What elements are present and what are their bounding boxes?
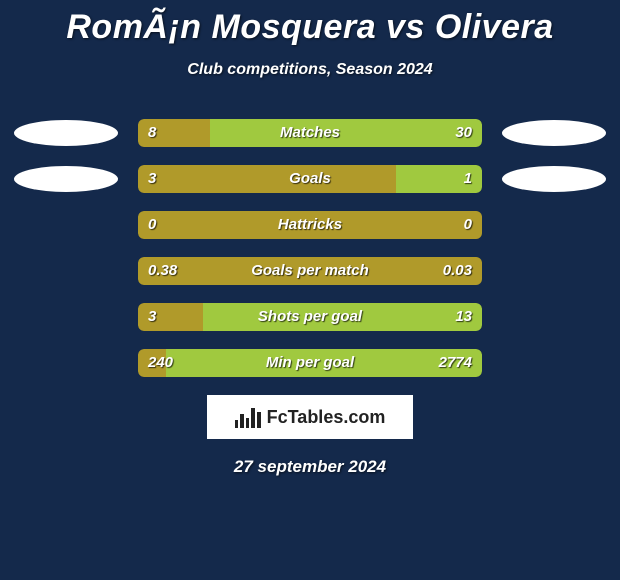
player-avatar-left <box>12 166 120 192</box>
stat-label: Min per goal <box>138 349 482 377</box>
page-title: RomÃ¡n Mosquera vs Olivera <box>0 0 620 47</box>
stat-bar: 2402774Min per goal <box>138 349 482 377</box>
spacer <box>12 212 120 238</box>
stat-label: Goals per match <box>138 257 482 285</box>
spacer <box>12 350 120 376</box>
spacer <box>12 304 120 330</box>
bar-chart-icon <box>235 406 261 428</box>
stat-bar: 830Matches <box>138 119 482 147</box>
stat-bar: 313Shots per goal <box>138 303 482 331</box>
spacer <box>12 258 120 284</box>
comparison-chart: 830Matches 31Goals 00Hattricks 0.380.03Goal… <box>10 119 610 377</box>
spacer <box>500 258 608 284</box>
comparison-row: 313Shots per goal <box>10 303 610 331</box>
player-avatar-right <box>500 166 608 192</box>
comparison-row: 2402774Min per goal <box>10 349 610 377</box>
comparison-row: 31Goals <box>10 165 610 193</box>
player-avatar-right <box>500 120 608 146</box>
comparison-row: 00Hattricks <box>10 211 610 239</box>
stat-bar: 31Goals <box>138 165 482 193</box>
stat-label: Shots per goal <box>138 303 482 331</box>
stat-label: Hattricks <box>138 211 482 239</box>
logo-box[interactable]: FcTables.com <box>207 395 413 439</box>
page-subtitle: Club competitions, Season 2024 <box>0 61 620 79</box>
player-avatar-left <box>12 120 120 146</box>
stat-bar: 0.380.03Goals per match <box>138 257 482 285</box>
spacer <box>500 304 608 330</box>
stat-label: Goals <box>138 165 482 193</box>
footer-date: 27 september 2024 <box>0 457 620 477</box>
comparison-row: 830Matches <box>10 119 610 147</box>
spacer <box>500 212 608 238</box>
stat-bar: 00Hattricks <box>138 211 482 239</box>
stat-label: Matches <box>138 119 482 147</box>
logo-text: FcTables.com <box>267 407 386 428</box>
spacer <box>500 350 608 376</box>
comparison-row: 0.380.03Goals per match <box>10 257 610 285</box>
